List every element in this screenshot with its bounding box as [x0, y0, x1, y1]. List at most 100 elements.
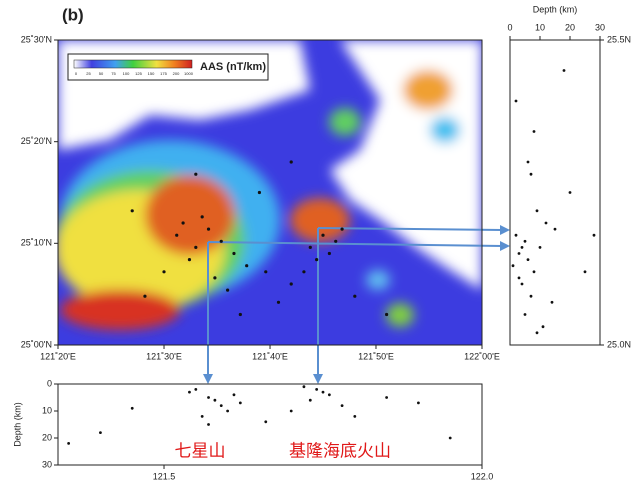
anomaly-map [58, 40, 482, 345]
event-point [529, 294, 533, 298]
event-point [130, 406, 134, 410]
plot-frame [57, 39, 483, 346]
event-point [327, 393, 331, 397]
colorbar-tick-label: 75 [111, 71, 116, 76]
event-point [99, 431, 102, 434]
event-point [308, 245, 312, 249]
colorbar-tick-label: 50 [99, 71, 104, 76]
colorbar-tick-label: 1000 [184, 71, 194, 76]
event-point [568, 191, 572, 194]
y-tick-label: 25˚20'N [21, 136, 52, 146]
event-point [219, 239, 223, 243]
y-tick-label: 30 [42, 459, 52, 469]
event-point [553, 227, 557, 231]
event-point [219, 404, 223, 407]
event-point [289, 160, 293, 164]
panel-label: (b) [62, 5, 84, 24]
event-point [264, 270, 268, 274]
x-tick-label: 122.0 [471, 471, 494, 481]
event-point [526, 160, 530, 164]
event-point [175, 233, 179, 237]
event-point [514, 99, 518, 103]
x-axis-label: Depth (km) [533, 4, 578, 14]
event-point [532, 130, 536, 133]
event-point [257, 190, 262, 195]
event-point [187, 258, 192, 262]
y-tick-label: 25˚10'N [21, 238, 52, 248]
event-point [276, 300, 281, 304]
event-point [340, 227, 344, 231]
annotation: 基隆海底火山 [289, 441, 391, 460]
event-point [417, 401, 420, 405]
event-point [385, 312, 389, 317]
colorbar-tick-label: 0 [75, 71, 78, 76]
event-point [340, 404, 344, 407]
x-tick-label: 121˚30'E [146, 351, 182, 361]
x-tick-label: 30 [595, 22, 605, 32]
event-point [200, 415, 204, 418]
event-point [289, 409, 293, 413]
colorbar [73, 59, 193, 69]
plot-frame [509, 39, 601, 346]
event-point [194, 245, 198, 249]
y-tick-label: 0 [47, 378, 52, 388]
event-point [523, 313, 527, 316]
event-point [511, 264, 515, 268]
event-point [264, 420, 268, 424]
event-point [321, 233, 325, 237]
event-point [327, 251, 331, 256]
plot-frame [57, 383, 483, 466]
x-tick-label: 20 [565, 22, 575, 32]
colorbar-tick-label: 25 [86, 71, 91, 76]
y-tick-label: 20 [42, 432, 52, 442]
event-point [517, 276, 521, 280]
event-point [385, 396, 389, 399]
event-point [302, 385, 306, 389]
y-tick-label: 10 [42, 405, 52, 415]
event-point [514, 233, 518, 237]
event-point [520, 282, 524, 286]
event-point [226, 288, 230, 292]
event-point [238, 401, 242, 405]
event-point [232, 393, 236, 397]
event-point [520, 246, 524, 249]
colorbar-tick-label: 175 [160, 71, 167, 76]
event-point [226, 409, 230, 413]
event-point [143, 294, 147, 298]
x-tick-label: 121.5 [153, 471, 176, 481]
event-point [523, 239, 527, 243]
event-point [541, 325, 545, 329]
y-tick-label: 25˚00'N [21, 339, 52, 349]
event-point [448, 436, 452, 440]
connector-lines [207, 227, 503, 376]
colorbar-label: AAS (nT/km) [200, 61, 266, 73]
event-point [194, 388, 198, 391]
event-point [562, 69, 566, 72]
event-point [308, 398, 312, 402]
event-point [207, 423, 210, 426]
event-point [194, 172, 198, 176]
y-tick-label: 25˚30'N [21, 34, 52, 44]
x-tick-label: 122˚00'E [464, 351, 500, 361]
event-point [207, 396, 210, 399]
event-point [353, 415, 357, 418]
event-point [544, 221, 548, 225]
event-point [535, 209, 539, 213]
event-point [181, 221, 185, 225]
event-point [592, 233, 596, 237]
colorbar-tick-label: 100 [123, 71, 130, 76]
event-point [200, 215, 204, 219]
x-tick-label: 121˚40'E [252, 351, 288, 361]
event-point [526, 258, 530, 261]
event-point [532, 270, 536, 274]
colorbar-tick-label: 125 [135, 71, 142, 76]
event-point [206, 227, 211, 231]
event-point [517, 252, 521, 255]
event-point [162, 270, 166, 274]
event-point [353, 294, 357, 298]
x-tick-label: 121˚20'E [40, 351, 76, 361]
event-point [302, 270, 306, 274]
colorbar-tick-label: 150 [148, 71, 155, 76]
event-point [538, 246, 542, 249]
